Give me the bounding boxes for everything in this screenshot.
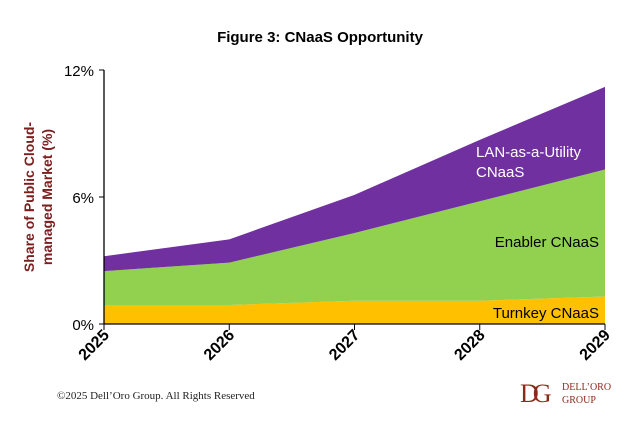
y-tick-label: 12% [64, 63, 94, 80]
x-tick-label: 2029 [577, 327, 614, 364]
logo-text-2: GROUP [562, 395, 596, 406]
chart-title: Figure 3: CNaaS Opportunity [217, 29, 424, 46]
series-label: Turnkey CNaaS [493, 305, 599, 322]
series-label: CNaaS [476, 164, 524, 181]
y-tick-label: 0% [72, 317, 94, 334]
x-tick-label: 2026 [201, 327, 238, 364]
dell-oro-logo: DG DELL’ORO GROUP [520, 379, 611, 408]
x-tick-label: 2028 [451, 327, 488, 364]
series-label: LAN-as-a-Utility [476, 144, 582, 161]
y-axis-label-line-1: Share of Public Cloud- [21, 122, 37, 272]
series-label: Enabler CNaaS [495, 234, 599, 251]
y-axis-label-line-2: managed Market (%) [39, 129, 55, 265]
area-turnkey-cnaas [104, 296, 605, 324]
area-lan-as-a-utility-cnaas [104, 86, 605, 272]
area-enabler-cnaas [104, 169, 605, 305]
logo-mark: DG [520, 379, 551, 408]
x-tick-label: 2027 [326, 327, 363, 364]
logo-text-1: DELL’ORO [562, 382, 611, 393]
copyright-footer: ©2025 Dell’Oro Group. All Rights Reserve… [57, 390, 255, 402]
y-tick-label: 6% [72, 190, 94, 207]
